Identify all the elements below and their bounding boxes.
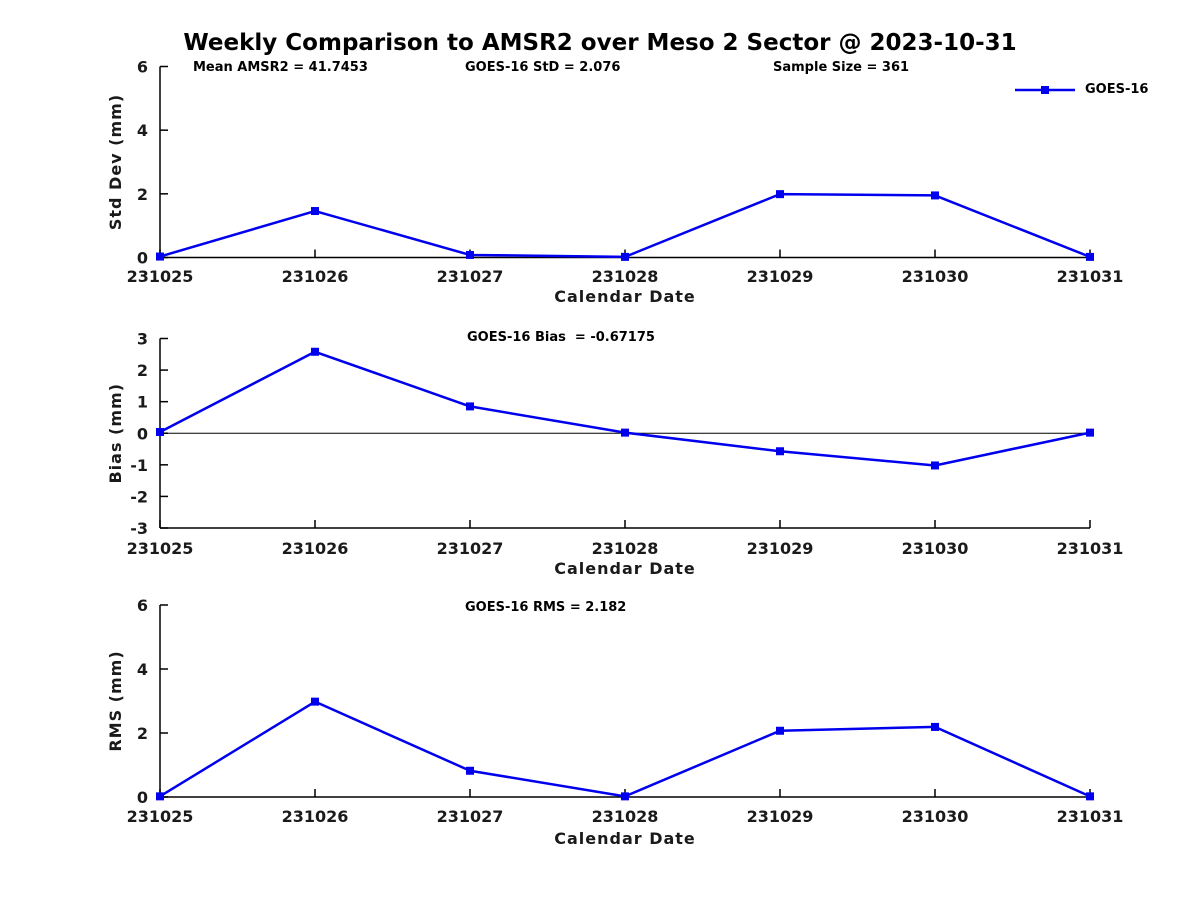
- x-tick-label: 231025: [127, 539, 194, 558]
- annotation-goes16-bias: GOES-16 Bias = -0.67175: [467, 330, 655, 345]
- x-tick-label: 231031: [1057, 807, 1124, 826]
- y-tick-label: 4: [137, 660, 148, 679]
- data-point-marker: [311, 207, 319, 216]
- y-tick-label: 2: [137, 185, 148, 204]
- legend: GOES-16: [1014, 82, 1148, 97]
- x-tick-label: 231029: [747, 267, 814, 286]
- annotation-sample-size: Sample Size = 361: [773, 60, 910, 75]
- data-point-marker: [1086, 252, 1094, 261]
- y-tick-label: -2: [130, 487, 148, 506]
- x-axis-label: Calendar Date: [554, 829, 696, 848]
- series-line-GOES-16: [159, 192, 1091, 259]
- subplot-bias: -3 -2 -1 0 1 2 3 231025 231026 231027 231028 231029…: [106, 330, 1123, 579]
- x-axis-label: Calendar Date: [554, 287, 696, 306]
- data-point-marker: [311, 697, 319, 706]
- data-point-marker: [1086, 792, 1094, 801]
- x-tick-label: 231029: [747, 807, 814, 826]
- y-tick-label: 2: [137, 724, 148, 743]
- data-point-marker: [156, 252, 164, 261]
- data-point-marker: [156, 792, 164, 801]
- data-point-marker: [776, 726, 784, 735]
- data-point-marker: [621, 252, 629, 261]
- x-tick-label: 231027: [437, 539, 504, 558]
- y-tick-label: 2: [137, 361, 148, 380]
- x-tick-label: 231028: [592, 267, 659, 286]
- y-axis-label: RMS (mm): [106, 650, 125, 751]
- y-tick-label: 0: [137, 788, 148, 807]
- data-point-marker: [1086, 428, 1094, 437]
- data-point-marker: [776, 190, 784, 199]
- annotation-mean-amsr2: Mean AMSR2 = 41.7453: [193, 60, 368, 75]
- y-tick-label: 0: [137, 424, 148, 443]
- y-tick-label: -1: [130, 456, 148, 475]
- legend-label: GOES-16: [1085, 82, 1149, 97]
- y-axis-label: Std Dev (mm): [106, 94, 125, 230]
- x-tick-label: 231029: [747, 539, 814, 558]
- legend-square-marker-icon: [1041, 85, 1049, 94]
- x-tick-label: 231030: [902, 267, 969, 286]
- series-line-GOES-16: [159, 350, 1091, 467]
- data-point-marker: [931, 722, 939, 731]
- y-tick-label: 6: [137, 596, 148, 615]
- data-point-marker: [466, 402, 474, 411]
- data-point-marker: [621, 792, 629, 801]
- data-point-marker: [311, 347, 319, 356]
- annotation-goes16-rms: GOES-16 RMS = 2.182: [465, 600, 627, 615]
- series-line-GOES-16: [159, 700, 1091, 798]
- x-tick-label: 231027: [437, 267, 504, 286]
- y-axis-label: Bias (mm): [106, 383, 125, 484]
- y-tick-label: 4: [137, 121, 148, 140]
- y-tick-label: 3: [137, 330, 148, 349]
- data-point-marker: [931, 461, 939, 470]
- x-tick-label: 231026: [282, 539, 349, 558]
- y-tick-label: 6: [137, 58, 148, 77]
- x-tick-label: 231026: [282, 807, 349, 826]
- x-tick-label: 231031: [1057, 539, 1124, 558]
- x-tick-label: 231028: [592, 539, 659, 558]
- y-tick-label: 0: [137, 249, 148, 268]
- data-point-marker: [621, 428, 629, 437]
- annotation-goes16-std: GOES-16 StD = 2.076: [465, 60, 621, 75]
- data-point-marker: [776, 447, 784, 456]
- subplot-std-dev: 0 2 4 6 231025 231026 231027 231028 231029 231030…: [106, 58, 1123, 307]
- x-tick-label: 231027: [437, 807, 504, 826]
- data-point-marker: [466, 250, 474, 259]
- y-tick-label: -3: [130, 519, 148, 538]
- x-tick-label: 231030: [902, 807, 969, 826]
- legend-line-sample: [1015, 85, 1075, 94]
- x-tick-label: 231028: [592, 807, 659, 826]
- x-tick-label: 231030: [902, 539, 969, 558]
- data-point-marker: [931, 191, 939, 200]
- data-point-marker: [156, 427, 164, 436]
- data-point-marker: [466, 766, 474, 775]
- y-tick-label: 1: [137, 393, 148, 412]
- figure-title: Weekly Comparison to AMSR2 over Meso 2 S…: [183, 30, 1017, 56]
- x-tick-label: 231031: [1057, 267, 1124, 286]
- x-tick-label: 231025: [127, 267, 194, 286]
- subplot-rms: 0 2 4 6 231025 231026 231027 231028 231029 231030…: [106, 596, 1123, 848]
- x-tick-label: 231025: [127, 807, 194, 826]
- x-tick-label: 231026: [282, 267, 349, 286]
- x-axis-label: Calendar Date: [554, 559, 696, 578]
